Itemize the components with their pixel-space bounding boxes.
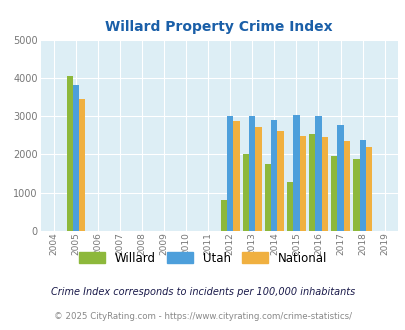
Bar xyxy=(299,136,305,231)
Bar xyxy=(233,121,239,231)
Title: Willard Property Crime Index: Willard Property Crime Index xyxy=(105,20,332,34)
Bar xyxy=(227,116,233,231)
Text: © 2025 CityRating.com - https://www.cityrating.com/crime-statistics/: © 2025 CityRating.com - https://www.city… xyxy=(54,312,351,321)
Bar xyxy=(255,127,261,231)
Bar xyxy=(365,147,371,231)
Text: Crime Index corresponds to incidents per 100,000 inhabitants: Crime Index corresponds to incidents per… xyxy=(51,287,354,297)
Bar xyxy=(358,140,365,231)
Bar xyxy=(309,134,315,231)
Bar xyxy=(220,200,227,231)
Bar xyxy=(277,131,283,231)
Bar xyxy=(243,154,249,231)
Bar xyxy=(343,142,349,231)
Bar xyxy=(321,137,327,231)
Bar xyxy=(79,99,85,231)
Bar xyxy=(315,116,321,231)
Bar xyxy=(249,116,255,231)
Bar xyxy=(286,182,293,231)
Legend: Willard, Utah, National: Willard, Utah, National xyxy=(74,247,331,269)
Bar xyxy=(72,85,79,231)
Bar xyxy=(66,76,72,231)
Bar xyxy=(337,125,343,231)
Bar xyxy=(264,164,271,231)
Bar xyxy=(352,159,358,231)
Bar xyxy=(293,115,299,231)
Bar xyxy=(271,120,277,231)
Bar xyxy=(330,155,337,231)
